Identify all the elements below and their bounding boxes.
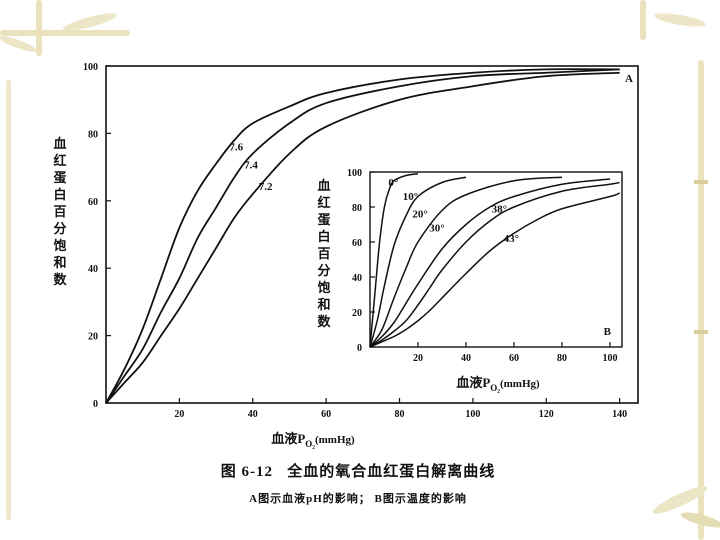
bamboo-branch — [0, 30, 130, 36]
bamboo-leaf — [680, 512, 720, 528]
panel-b-series-label: 0° — [388, 177, 398, 189]
bamboo-decoration-left — [6, 80, 11, 520]
oxygen-dissociation-chart: 20 40 60 80 100 120 140 0 20 40 60 80 100 7.67.47.2 血红… — [52, 62, 639, 449]
panel-a-x-tick-label: 40 — [248, 409, 258, 420]
bamboo-stalk — [36, 0, 42, 56]
panel-a-x-axis-label: 血液PO₂(mmHg) — [271, 431, 355, 449]
figure-number: 图 6-12 — [220, 464, 273, 480]
panel-a-series-line — [105, 71, 620, 404]
panel-b-y-axis-label: 血红蛋白百分饱和数 — [316, 178, 331, 329]
panel-b-series-label: 20° — [412, 209, 427, 221]
panel-b-x-tick-label: 80 — [557, 353, 567, 364]
panel-b-y-tick-label: 40 — [352, 273, 362, 284]
panel-b-y-tick-label: 0 — [357, 343, 362, 354]
panel-b-y-tick-label: 60 — [352, 238, 362, 249]
figure-caption: 图 6-12 全血的氧合血红蛋白解离曲线 — [188, 460, 528, 481]
panel-b-y-tick-label: 80 — [352, 203, 362, 214]
figure-title: 全血的氧合血红蛋白解离曲线 — [287, 464, 496, 480]
panel-b-frame — [369, 171, 623, 348]
panel-b-series-label: 30° — [429, 223, 444, 235]
panel-b-series-label: 10° — [403, 191, 418, 203]
panel-b-x-axis-label: 血液PO₂(mmHg) — [456, 375, 540, 393]
panel-a-series-label: 7.4 — [244, 159, 258, 171]
panel-b-series-line — [369, 192, 620, 348]
panel-b-x-tick-label: 100 — [603, 353, 618, 364]
panel-b-series-label: 43° — [504, 233, 519, 245]
panel-a-x-tick-label: 120 — [539, 409, 554, 420]
panel-a-y-tick-label: 60 — [88, 197, 98, 208]
panel-a-y-tick-label: 100 — [83, 62, 98, 73]
panel-b-series-line — [369, 176, 563, 348]
panel-a-x-tick-label: 80 — [395, 409, 405, 420]
panel-a-y-tick-label: 80 — [88, 129, 98, 140]
panel-a-y-tick-label: 0 — [93, 399, 98, 410]
panel-a-x-tick-label: 60 — [321, 409, 331, 420]
panel-a-y-axis-label: 血红蛋白百分饱和数 — [52, 136, 67, 287]
panel-a-x-tick-label: 100 — [465, 409, 480, 420]
bamboo-stalk — [6, 80, 11, 520]
panel-b-series-line — [369, 178, 611, 348]
bamboo-leaf — [62, 13, 118, 31]
panel-a-panel-label: A — [625, 73, 633, 85]
panel-b-y-tick-label: 20 — [352, 308, 362, 319]
bamboo-decoration-right — [652, 60, 720, 540]
panel-b-x-tick-label: 20 — [413, 353, 423, 364]
figure-subcaption: A图示血液pH的影响； B图示温度的影响 — [249, 493, 467, 505]
panel-b-x-tick-label: 40 — [461, 353, 471, 364]
bamboo-leaf — [0, 36, 37, 52]
panel-a-series-line — [105, 68, 620, 404]
panel-a-x-tick-label: 20 — [174, 409, 184, 420]
bamboo-decoration-top — [0, 0, 706, 56]
bamboo-leaf — [652, 486, 708, 514]
panel-a-series-line — [105, 68, 620, 404]
panel-b-series-line — [369, 181, 620, 348]
bamboo-branch — [640, 0, 646, 40]
panel-b-series-line — [369, 173, 419, 348]
bamboo-leaf — [654, 13, 706, 27]
figure: 20 40 60 80 100 120 140 0 20 40 60 80 100 7.6 7.4 7.2 血红… — [48, 48, 648, 518]
panel-b-background — [370, 172, 622, 347]
panel-b-series-label: 38° — [492, 203, 507, 215]
panel-b-x-tick-label: 60 — [509, 353, 519, 364]
bamboo-node — [694, 180, 708, 184]
panel-a-frame — [105, 65, 639, 404]
panel-a-series-label: 7.6 — [229, 141, 243, 153]
panel-a-x-tick-label: 140 — [612, 409, 627, 420]
bamboo-stalk — [698, 60, 704, 540]
panel-b-series-line — [369, 176, 467, 348]
panel-b-y-tick-label: 100 — [347, 168, 362, 179]
panel-a-series-label: 7.2 — [259, 181, 273, 193]
panel-a-y-tick-label: 40 — [88, 264, 98, 275]
bamboo-node — [694, 330, 708, 334]
panel-b-panel-label: B — [604, 326, 612, 338]
panel-a-y-tick-label: 20 — [88, 332, 98, 343]
